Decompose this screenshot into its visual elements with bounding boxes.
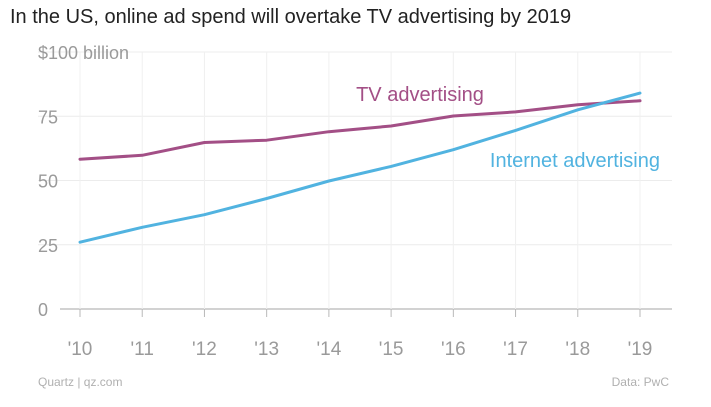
x-tick-label: '15 xyxy=(379,339,404,360)
y-tick-label: 75 xyxy=(38,107,58,127)
x-tick-label: '18 xyxy=(565,339,590,360)
series-labels: TV advertising Internet advertising xyxy=(356,84,660,172)
series-line-internet xyxy=(78,91,642,244)
series-label-internet: Internet advertising xyxy=(490,150,660,172)
chart-title: In the US, online ad spend will overtake… xyxy=(10,6,572,28)
y-tick-label: 50 xyxy=(38,172,58,192)
footer-source: Data: PwC xyxy=(611,375,669,389)
x-tick-label: '16 xyxy=(441,339,466,360)
x-tick-label: '17 xyxy=(503,339,528,360)
x-tick-label: '13 xyxy=(254,339,279,360)
series-lines xyxy=(78,91,642,244)
grid xyxy=(38,51,672,310)
footer-credit: Quartz | qz.com xyxy=(38,375,123,389)
series-label-tv: TV advertising xyxy=(356,84,484,106)
x-tick-label: '10 xyxy=(68,339,93,360)
x-axis: '10 '11 '12 '13 '14 '15 '16 '17 '18 '19 xyxy=(68,309,653,360)
y-tick-label: $100 billion xyxy=(38,43,129,63)
x-tick-label: '12 xyxy=(192,339,217,360)
x-tick-label: '14 xyxy=(317,339,342,360)
x-tick-label: '11 xyxy=(131,339,154,360)
y-tick-label: 0 xyxy=(38,300,48,320)
x-tick-label: '19 xyxy=(628,339,653,360)
y-tick-label: 25 xyxy=(38,236,58,256)
series-line-tv xyxy=(78,99,642,161)
y-axis: 0 25 50 75 $100 billion xyxy=(38,43,129,320)
